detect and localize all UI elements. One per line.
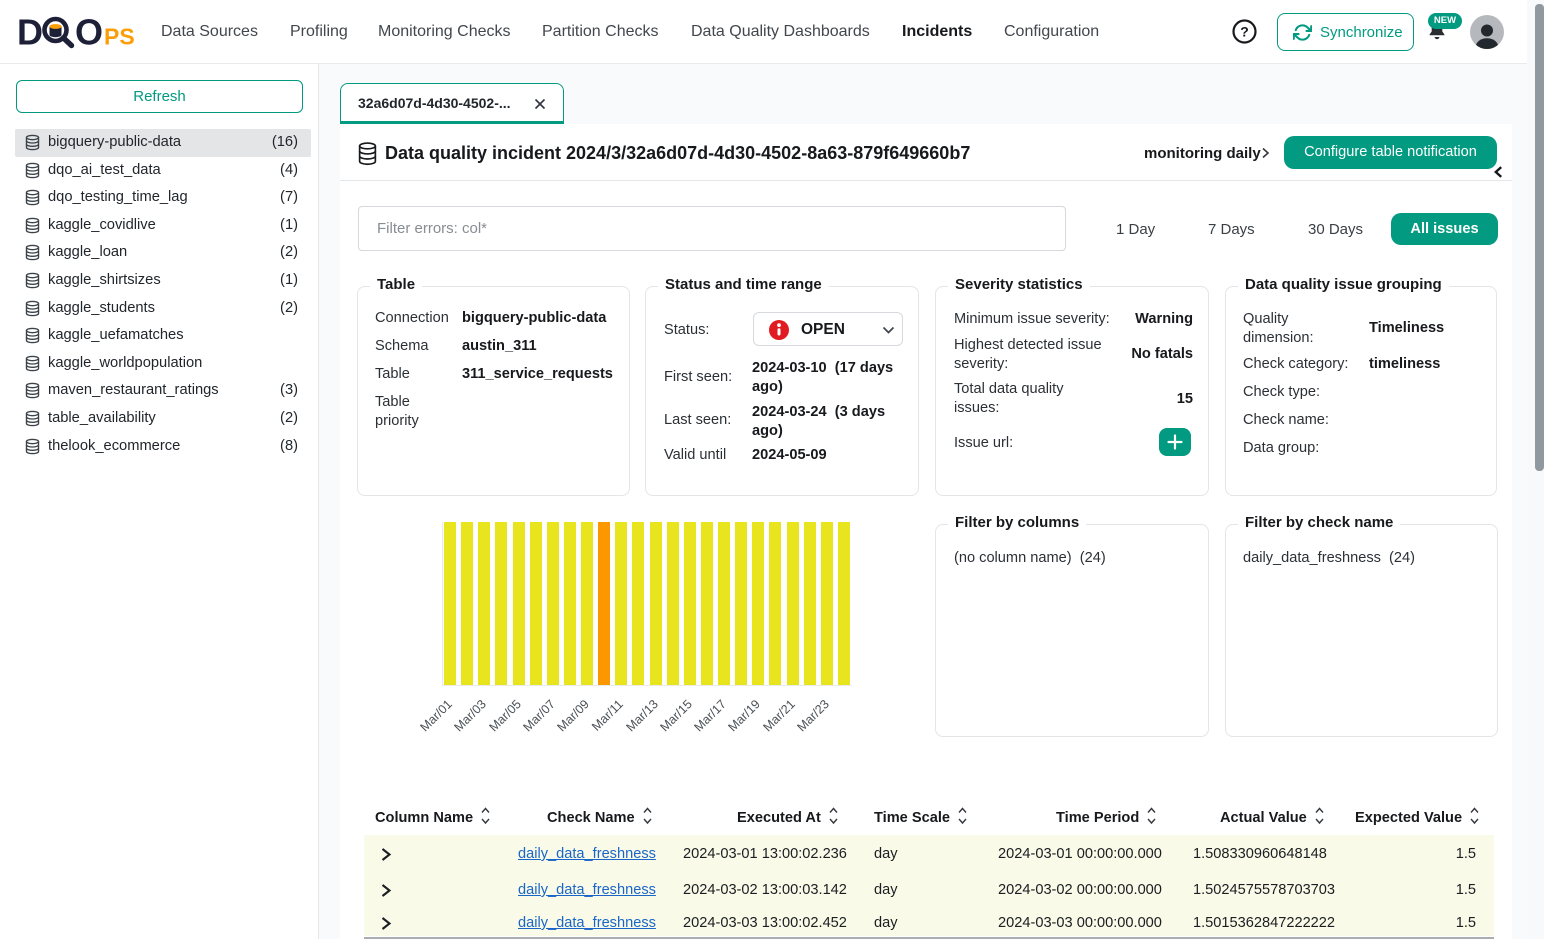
svg-text:PS: PS xyxy=(104,24,135,50)
svg-text:D: D xyxy=(17,13,43,51)
svg-text:O: O xyxy=(75,13,103,51)
svg-text:?: ? xyxy=(1240,24,1249,40)
